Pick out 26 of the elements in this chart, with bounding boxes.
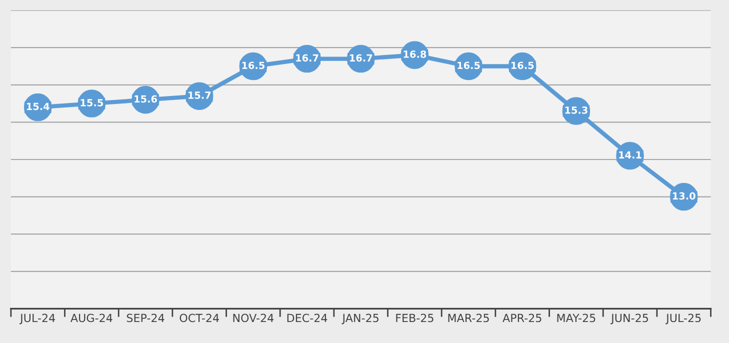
data-label: 16.5 [242,62,264,70]
data-label: 16.5 [511,62,534,70]
data-label: 15.3 [565,106,588,114]
data-label: 16.5 [458,62,480,70]
x-tick-label: JUL-24 [20,314,56,324]
data-label: 16.8 [404,50,426,58]
data-label: 16.7 [296,54,318,62]
x-tick-label: MAY-25 [557,314,596,322]
x-tick-label: SEP-24 [126,314,164,322]
x-tick-label: DEC-24 [287,314,328,322]
data-label: 16.7 [350,54,372,62]
data-label: 15.6 [134,95,157,103]
data-label: 15.5 [80,99,103,106]
x-tick-label: FEB-25 [396,314,434,322]
data-label: 15.4 [26,102,50,110]
data-label: 14.1 [619,151,642,158]
x-tick-label: JAN-25 [342,314,378,324]
data-label: 13.0 [672,192,696,200]
x-tick-label: JUL-25 [666,314,701,324]
x-tick-label: APR-25 [502,314,542,322]
x-tick-label: NOV-24 [233,314,274,322]
x-tick-label: JUN-25 [610,314,648,324]
x-tick-label: MAR-25 [448,314,489,322]
x-tick-label: OCT-24 [180,314,219,322]
x-tick-label: AUG-24 [70,314,112,322]
data-label: 15.7 [188,92,211,99]
